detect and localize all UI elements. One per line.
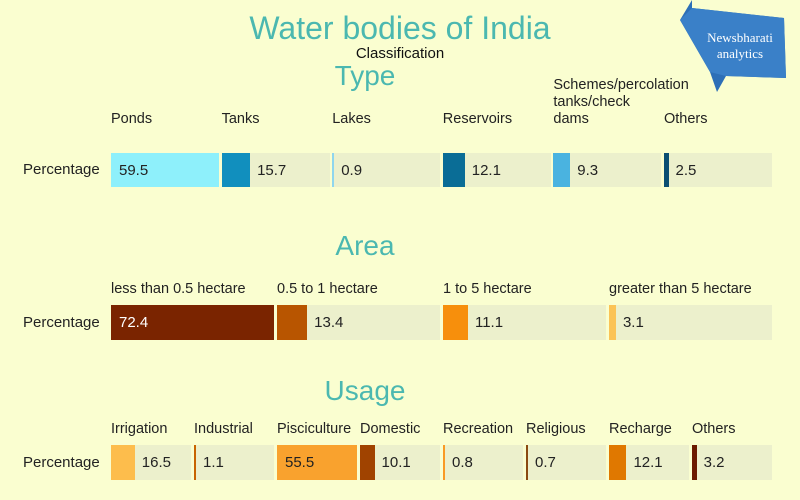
data-label: 16.5 [141,454,171,471]
data-label: 13.4 [314,314,344,331]
bar-cell: 16.5 [111,445,191,480]
logo-line-1: Newsbharati [707,30,773,45]
data-label: 0.9 [341,161,363,179]
bar-cell: 15.7 [221,153,330,187]
section-title: Type [334,60,396,91]
bar [277,305,308,340]
bar-cell: 72.4 [111,305,274,340]
bar-cell: 59.5 [111,153,219,187]
bar-cell: 12.1 [609,445,689,480]
row-label: Percentage [23,161,100,178]
section-title: Usage [324,375,406,406]
data-label: 12.1 [471,161,501,179]
section-title: Area [335,230,395,261]
category-label: Others [692,421,736,437]
bar-cell: 1.1 [194,445,274,480]
data-label: 12.1 [633,454,663,471]
data-label: 3.1 [622,314,644,331]
bar [443,305,468,340]
category-label: Ponds [111,111,153,127]
bar [332,153,335,187]
bar-cell: 0.8 [443,445,523,480]
data-label: 2.5 [675,161,697,179]
bar [360,445,375,480]
bar-cell: 13.4 [277,305,440,340]
category-label: Religious [526,421,586,437]
category-label: 1 to 5 hectare [443,281,532,297]
bar [553,153,571,187]
bar-cell: 55.5 [277,445,357,480]
bar-cell: 3.1 [609,305,772,340]
category-label: Others [664,111,708,127]
data-label: 0.8 [452,454,473,471]
category-label: 0.5 to 1 hectare [277,281,378,297]
data-label: 15.7 [257,161,287,179]
bar [609,305,616,340]
bar [221,153,251,187]
data-label: 11.1 [474,314,504,331]
newsbharati-logo: Newsbharati analytics [680,0,786,92]
bar-cell: 2.5 [664,153,772,187]
chart-subtitle: Classification [355,45,445,62]
category-label: Schemes/percolation tanks/check dams [553,77,689,127]
category-label: Pisciculture [277,421,352,437]
logo-line-2: analytics [717,46,763,61]
bar [526,445,528,480]
category-label: Reservoirs [442,111,513,127]
bar [111,153,219,187]
data-label: 59.5 [119,161,149,179]
bar [442,153,465,187]
category-label: Recharge [609,421,672,437]
category-label: Tanks [221,111,260,127]
category-label: greater than 5 hectare [609,281,752,297]
category-label: less than 0.5 hectare [111,281,246,297]
category-label: Domestic [360,421,421,437]
bar [111,305,274,340]
data-label: 1.1 [203,454,224,471]
chart-title: Water bodies of India [249,10,551,46]
data-label: 10.1 [381,454,411,471]
category-label: Lakes [332,111,371,127]
bar-cell: 9.3 [553,153,662,187]
bar-cell: 10.1 [360,445,440,480]
data-label: 9.3 [577,161,599,179]
data-label: 3.2 [703,454,725,471]
category-label: Recreation [443,421,514,437]
bar-cell: 0.7 [526,445,606,480]
category-label: Industrial [194,421,253,437]
row-label: Percentage [23,453,100,471]
bar [111,445,135,480]
data-label: 0.7 [535,454,556,471]
row-label: Percentage [23,313,100,331]
data-label: 55.5 [285,454,315,471]
bar [277,445,357,480]
data-label: 72.4 [119,314,149,331]
bar [443,445,445,480]
bar-cell: 3.2 [692,445,772,480]
bar-cell: 0.9 [332,153,441,187]
bar [692,445,697,480]
bar [194,445,196,480]
bar [609,445,627,480]
bar-cell: 12.1 [442,153,551,187]
bar [664,153,669,187]
bar-cell: 11.1 [443,305,606,340]
category-label: Irrigation [111,421,168,437]
